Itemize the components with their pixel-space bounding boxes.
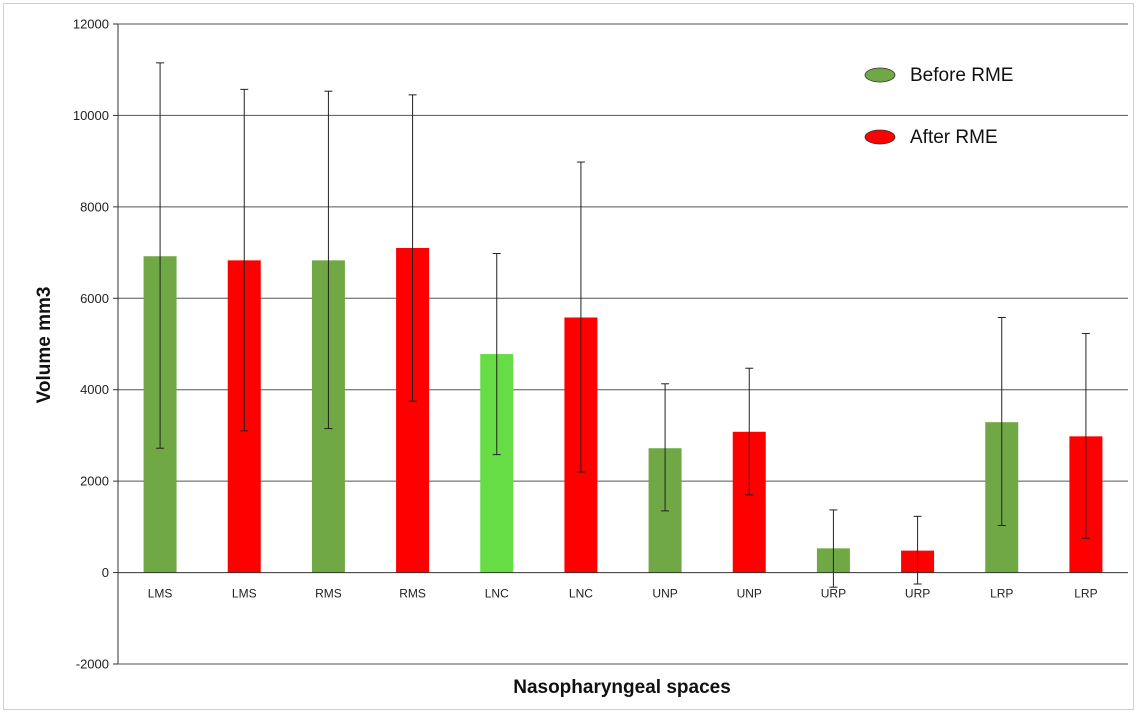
legend-marker-before: [865, 68, 895, 82]
x-axis-labels: LMS LMS RMS RMS LNC LNC UNP UNP URP URP LRP LRP: [148, 587, 1098, 601]
x-tick-label: LNC: [485, 587, 509, 601]
x-tick-label: LMS: [148, 587, 173, 601]
y-axis-ticks: -2000 0 2000 4000 6000 8000 10000 12000: [73, 17, 118, 672]
y-tick-label: 0: [102, 565, 109, 580]
x-axis-title: Nasopharyngeal spaces: [513, 677, 731, 698]
x-tick-label: UNP: [737, 587, 762, 601]
x-tick-label: URP: [821, 587, 846, 601]
y-tick-label: 12000: [73, 17, 109, 32]
bars: [144, 248, 1103, 573]
y-tick-label: 2000: [80, 474, 109, 489]
legend-marker-after: [865, 130, 895, 144]
x-tick-label: UNP: [652, 587, 677, 601]
y-axis-title: Volume mm3: [34, 287, 55, 404]
legend-label-after: After RME: [910, 127, 998, 148]
x-tick-label: LMS: [232, 587, 257, 601]
y-tick-label: 8000: [80, 199, 109, 214]
legend: Before RME After RME: [865, 65, 1013, 148]
x-tick-label: LNC: [569, 587, 593, 601]
y-tick-label: -2000: [76, 657, 109, 672]
y-tick-label: 6000: [80, 291, 109, 306]
x-tick-label: RMS: [399, 587, 426, 601]
gridlines: [118, 24, 1128, 664]
x-tick-label: URP: [905, 587, 930, 601]
y-tick-label: 10000: [73, 108, 109, 123]
y-tick-label: 4000: [80, 382, 109, 397]
x-tick-label: LRP: [990, 587, 1013, 601]
legend-label-before: Before RME: [910, 65, 1013, 86]
x-tick-label: LRP: [1074, 587, 1097, 601]
x-tick-label: RMS: [315, 587, 342, 601]
